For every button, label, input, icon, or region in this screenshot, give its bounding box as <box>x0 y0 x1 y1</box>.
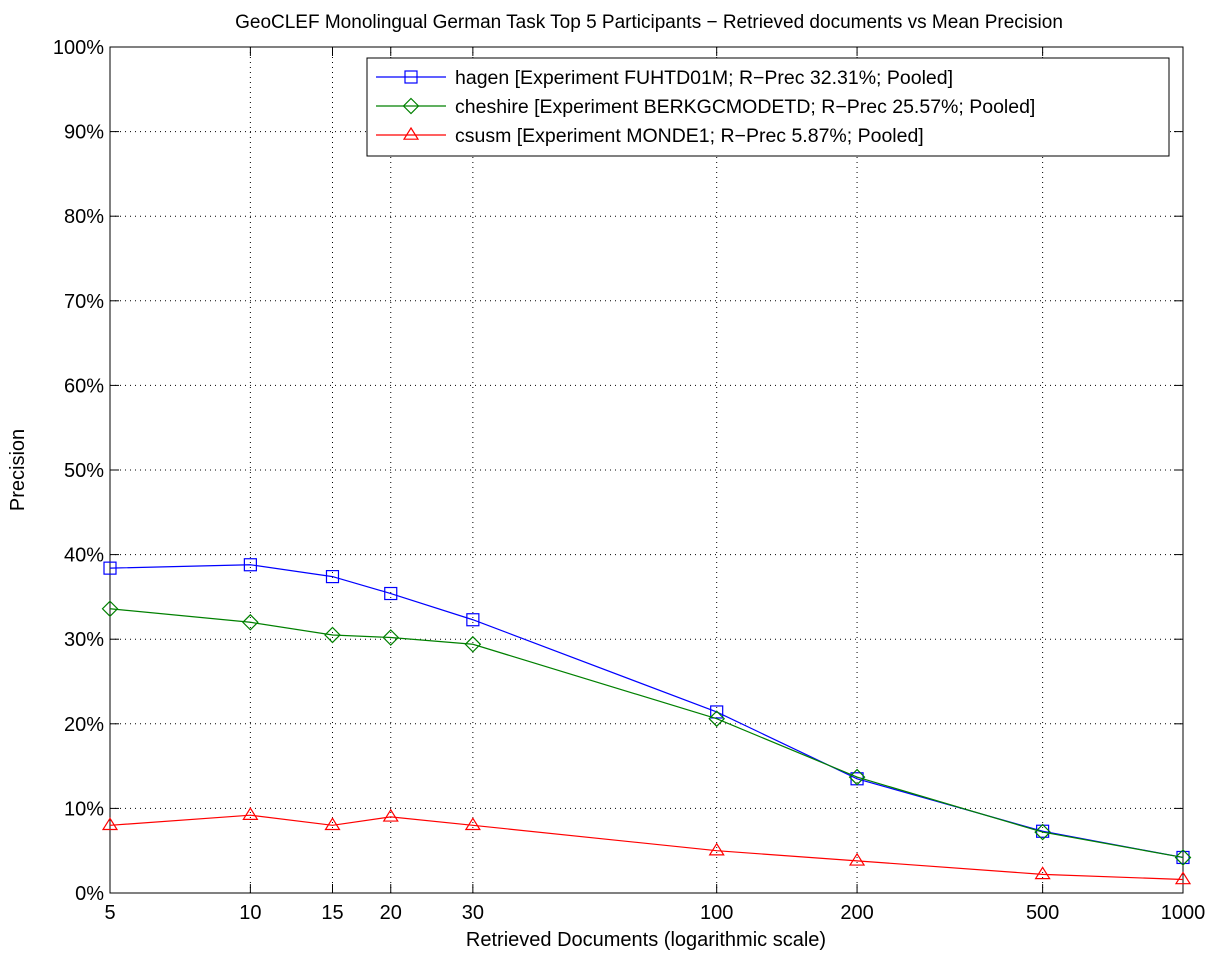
y-tick-label: 30% <box>64 629 104 651</box>
grid <box>110 47 1183 893</box>
data-point <box>1174 849 1192 866</box>
y-axis-title: Precision <box>7 429 29 511</box>
data-point <box>242 613 259 631</box>
data-point <box>325 569 340 584</box>
y-axis-tick-labels: 0% 10% 20% 30% 40% 50% 60% 70% 80% 90% 100% <box>53 37 104 905</box>
legend-entry: hagen [Experiment FUHTD01M; R−Prec 32.31… <box>376 67 953 89</box>
series-diamond <box>101 600 1192 866</box>
y-tick-label: 70% <box>64 291 104 313</box>
x-tick-label: 500 <box>1026 902 1059 924</box>
x-axis-title: Retrieved Documents (logarithmic scale) <box>466 929 826 951</box>
y-tick-label: 60% <box>64 375 104 397</box>
axis-ticks <box>109 46 1184 894</box>
x-axis-tick-labels: 5 10 15 20 30 100 200 500 1000 <box>104 902 1205 924</box>
legend-label: cheshire [Experiment BERKGCMODETD; R−Pre… <box>455 96 1035 118</box>
series-line <box>109 814 1184 881</box>
legend-marker <box>404 70 418 84</box>
data-point <box>101 600 119 618</box>
data-point <box>464 635 482 653</box>
data-point <box>1174 871 1192 885</box>
data-point <box>242 807 259 820</box>
legend-marker <box>402 126 420 140</box>
data-point <box>384 586 398 601</box>
data-point <box>708 842 725 856</box>
data-point <box>324 817 341 831</box>
y-tick-label: 90% <box>64 122 104 144</box>
series-triangle <box>101 807 1192 885</box>
data-point <box>324 626 341 644</box>
y-tick-label: 20% <box>64 714 104 736</box>
y-tick-label: 100% <box>53 37 104 59</box>
legend-entry: cheshire [Experiment BERKGCMODETD; R−Pre… <box>376 96 1035 118</box>
data-point <box>710 705 724 719</box>
data-point <box>466 613 480 627</box>
legend-marker <box>402 97 420 115</box>
data-point <box>848 768 866 786</box>
legend-label: csusm [Experiment MONDE1; R−Prec 5.87%; … <box>455 125 924 147</box>
data-point <box>708 710 726 728</box>
data-point <box>1034 823 1051 841</box>
data-point <box>1176 850 1190 865</box>
x-tick-label: 1000 <box>1161 902 1206 924</box>
x-tick-label: 10 <box>239 902 261 924</box>
series-layer <box>101 558 1192 885</box>
legend-entry: csusm [Experiment MONDE1; R−Prec 5.87%; … <box>376 125 924 147</box>
y-tick-label: 0% <box>75 883 104 905</box>
y-tick-label: 80% <box>64 206 104 228</box>
legend: hagen [Experiment FUHTD01M; R−Prec 32.31… <box>366 57 1170 157</box>
x-tick-label: 200 <box>840 902 873 924</box>
data-point <box>1034 866 1051 880</box>
series-line <box>109 608 1184 859</box>
legend-label: hagen [Experiment FUHTD01M; R−Prec 32.31… <box>455 67 953 89</box>
data-point <box>103 561 117 575</box>
x-tick-label: 5 <box>104 902 115 924</box>
x-tick-label: 30 <box>462 902 484 924</box>
series-line <box>109 564 1184 859</box>
x-tick-label: 15 <box>321 902 343 924</box>
x-tick-label: 100 <box>700 902 733 924</box>
data-point <box>382 629 400 646</box>
data-point <box>101 817 119 831</box>
chart-title: GeoCLEF Monolingual German Task Top 5 Pa… <box>235 12 1063 33</box>
x-tick-label: 20 <box>380 902 402 924</box>
y-tick-label: 50% <box>64 460 104 482</box>
data-point <box>848 852 866 866</box>
legend-box <box>366 57 1170 157</box>
data-point <box>464 817 481 831</box>
data-point <box>382 808 399 822</box>
data-point <box>243 558 257 572</box>
y-tick-label: 40% <box>64 545 104 567</box>
y-tick-label: 10% <box>64 798 104 820</box>
